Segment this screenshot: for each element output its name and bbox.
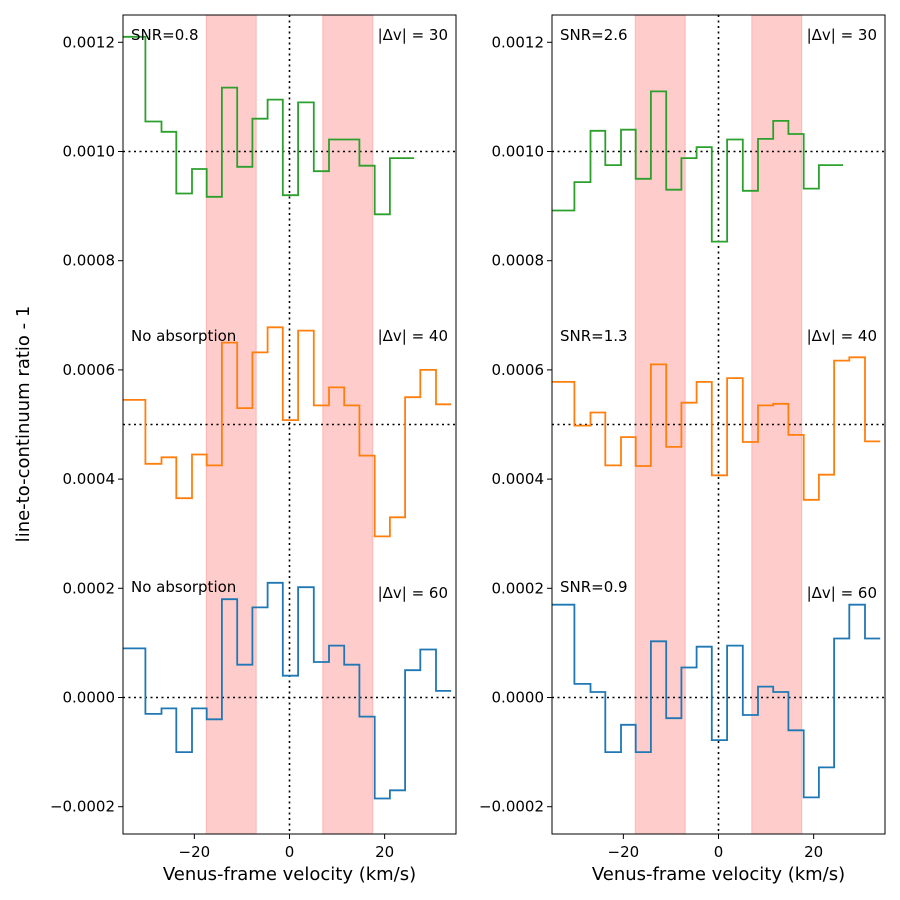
- series-label: |Δv| = 60: [807, 584, 877, 602]
- x-tick-label: −20: [179, 843, 211, 861]
- series-line-1: [552, 603, 881, 799]
- series-note: SNR=2.6: [560, 26, 628, 44]
- series-line-3: [123, 35, 415, 216]
- y-tick-label: 0.0010: [63, 143, 116, 161]
- plot-area-1: [123, 15, 456, 834]
- x-tick-label: 0: [714, 843, 724, 861]
- series-label: |Δv| = 40: [378, 327, 448, 345]
- series-line-2: [552, 356, 881, 501]
- shaded-band-2: [322, 15, 374, 834]
- series-note: No absorption: [131, 327, 236, 345]
- shaded-band-2: [751, 15, 803, 834]
- series-line-2: [123, 326, 452, 538]
- x-tick-label: 20: [375, 843, 394, 861]
- series-note: No absorption: [131, 578, 236, 596]
- x-tick-label: 0: [285, 843, 295, 861]
- y-tick-label: 0.0012: [492, 33, 545, 51]
- series-line-3: [552, 90, 844, 243]
- shaded-band-1: [634, 15, 686, 834]
- y-tick-label: 0.0004: [492, 470, 545, 488]
- y-tick-label: 0.0006: [63, 361, 116, 379]
- y-tick-label: 0.0008: [63, 252, 116, 270]
- x-tick-label: −20: [608, 843, 640, 861]
- series-label: |Δv| = 60: [378, 584, 448, 602]
- x-axis-label: Venus-frame velocity (km/s): [592, 864, 845, 885]
- series-note: SNR=1.3: [560, 327, 628, 345]
- series-note: SNR=0.8: [131, 26, 199, 44]
- y-tick-label: 0.0012: [63, 33, 116, 51]
- y-tick-label: −0.0002: [50, 798, 115, 816]
- series-note: SNR=0.9: [560, 578, 628, 596]
- y-tick-label: 0.0000: [492, 689, 545, 707]
- shaded-band-1: [205, 15, 257, 834]
- series-label: |Δv| = 40: [807, 327, 877, 345]
- y-tick-label: 0.0000: [63, 689, 116, 707]
- y-tick-label: 0.0008: [492, 252, 545, 270]
- y-tick-label: 0.0002: [63, 579, 116, 597]
- plot-area-2: [552, 15, 885, 834]
- y-tick-label: 0.0010: [492, 143, 545, 161]
- x-axis-label: Venus-frame velocity (km/s): [163, 864, 416, 885]
- y-tick-label: 0.0006: [492, 361, 545, 379]
- y-tick-label: −0.0002: [479, 798, 544, 816]
- series-line-1: [123, 581, 452, 800]
- y-tick-label: 0.0004: [63, 470, 116, 488]
- y-tick-label: 0.0002: [492, 579, 545, 597]
- x-tick-label: 20: [804, 843, 823, 861]
- series-label: |Δv| = 30: [807, 26, 877, 44]
- y-axis-label: line-to-continuum ratio - 1: [13, 306, 34, 543]
- series-label: |Δv| = 30: [378, 26, 448, 44]
